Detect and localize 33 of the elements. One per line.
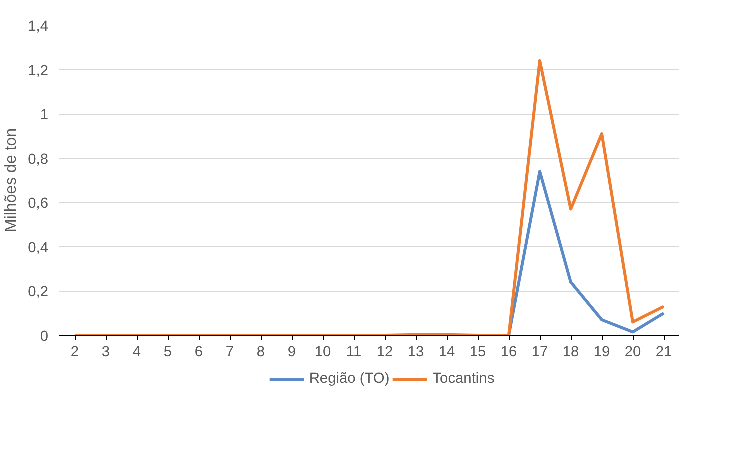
x-tick-label: 10	[314, 344, 332, 360]
x-tick-label: 11	[346, 344, 362, 360]
x-tick-label: 14	[438, 344, 456, 360]
y-tick-label: 0,4	[28, 240, 48, 256]
y-tick-label: 0,6	[28, 196, 48, 212]
x-tick-label: 18	[562, 344, 580, 360]
x-tick-label: 4	[132, 344, 142, 360]
x-tick-label: 19	[594, 344, 610, 360]
y-tick-label: 0,2	[28, 284, 48, 301]
y-tick-label: 0,8	[28, 152, 48, 168]
legend-label: Tocantins	[432, 371, 495, 387]
y-tick-label: 1	[40, 108, 49, 124]
line-series	[508, 170, 666, 336]
x-tick-label: 20	[624, 344, 642, 360]
x-tick-label: 16	[500, 344, 518, 360]
x-tick-label: 21	[656, 344, 672, 360]
x-tick-label: 7	[226, 344, 234, 360]
y-tick-label: 1,4	[28, 19, 48, 35]
x-tick-label: 8	[256, 344, 266, 360]
x-tick-label: 5	[164, 344, 172, 360]
x-tick-label: 12	[376, 344, 394, 360]
x-tick-label: 2	[70, 344, 80, 360]
y-tick-label: 0	[40, 329, 49, 345]
x-tick-label: 9	[288, 344, 296, 360]
y-axis-title: Milhões de ton	[3, 128, 20, 233]
x-tick-label: 6	[194, 344, 204, 360]
x-tick-label: 15	[470, 344, 486, 360]
line-series	[74, 59, 666, 336]
x-tick-label: 3	[102, 344, 110, 360]
legend-label: Região (TO)	[309, 371, 390, 387]
x-tick-label: 13	[408, 344, 424, 360]
x-tick-label: 17	[532, 344, 548, 360]
y-tick-label: 1,2	[28, 63, 48, 80]
